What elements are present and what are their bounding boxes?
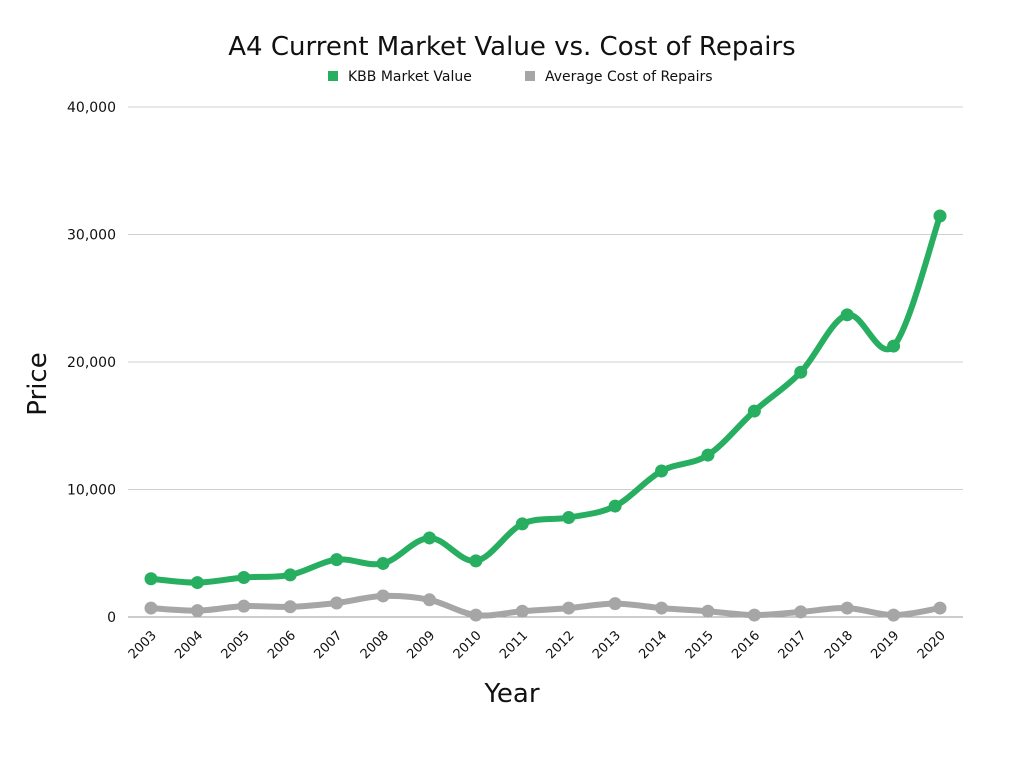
x-tick-label: 2019 — [868, 628, 902, 662]
data-point — [747, 608, 761, 622]
data-point — [562, 511, 576, 525]
data-point — [469, 608, 483, 622]
x-tick-label: 2016 — [729, 628, 763, 662]
data-point — [330, 596, 344, 610]
data-point — [515, 517, 529, 531]
x-tick-label: 2007 — [311, 628, 345, 662]
legend-label-kbb: KBB Market Value — [348, 69, 472, 85]
legend-swatch-kbb — [328, 71, 338, 81]
data-point — [608, 597, 622, 611]
x-tick-label: 2005 — [219, 628, 253, 662]
x-tick-label: 2018 — [822, 628, 856, 662]
legend-swatch-repairs — [525, 71, 535, 81]
data-point — [144, 572, 158, 586]
data-point — [422, 531, 436, 545]
series-line-1 — [148, 592, 943, 619]
x-tick-label: 2015 — [683, 628, 717, 662]
x-tick-label: 2006 — [265, 628, 299, 662]
data-point — [887, 339, 901, 353]
data-point — [840, 601, 854, 615]
x-tick-label: 2017 — [776, 628, 810, 662]
data-point — [190, 604, 204, 618]
data-point — [701, 448, 715, 462]
legend-label-repairs: Average Cost of Repairs — [545, 69, 713, 85]
data-point — [515, 604, 529, 618]
data-point — [794, 365, 808, 379]
data-point — [237, 570, 251, 584]
data-point — [747, 404, 761, 418]
data-point — [655, 601, 669, 615]
data-point — [422, 593, 436, 607]
x-tick-label: 2009 — [404, 628, 438, 662]
x-tick-label: 2010 — [451, 628, 485, 662]
data-point — [933, 601, 947, 615]
x-tick-label: 2004 — [172, 628, 206, 662]
data-point — [237, 599, 251, 613]
y-tick-label: 0 — [107, 610, 116, 626]
data-point — [887, 608, 901, 622]
x-tick-label: 2013 — [590, 628, 624, 662]
legend: KBB Market Value Average Cost of Repairs — [328, 69, 713, 85]
data-point — [283, 568, 297, 582]
data-point — [562, 601, 576, 615]
data-point — [376, 589, 390, 603]
x-tick-label: 2012 — [544, 628, 578, 662]
data-point — [655, 464, 669, 478]
data-point — [283, 600, 297, 614]
data-point — [933, 209, 947, 223]
data-point — [701, 604, 715, 618]
series-line-0 — [148, 213, 943, 586]
data-point — [469, 554, 483, 568]
data-point — [330, 553, 344, 567]
data-point — [144, 601, 158, 615]
data-point — [190, 576, 204, 590]
x-tick-label: 2020 — [915, 628, 949, 662]
x-tick-label: 2008 — [358, 628, 392, 662]
x-tick-label: 2003 — [126, 628, 160, 662]
data-point — [840, 308, 854, 322]
x-tick-label: 2011 — [497, 628, 531, 662]
y-tick-label: 30,000 — [67, 228, 116, 244]
y-tick-label: 40,000 — [67, 100, 116, 116]
data-point — [376, 556, 390, 570]
chart-title: A4 Current Market Value vs. Cost of Repa… — [228, 32, 795, 62]
y-tick-label: 20,000 — [67, 355, 116, 371]
data-point — [608, 499, 622, 513]
x-axis-label: Year — [483, 679, 539, 709]
data-point — [794, 605, 808, 619]
y-tick-label: 10,000 — [67, 483, 116, 499]
x-tick-label: 2014 — [636, 628, 670, 662]
y-axis-label: Price — [23, 352, 53, 415]
